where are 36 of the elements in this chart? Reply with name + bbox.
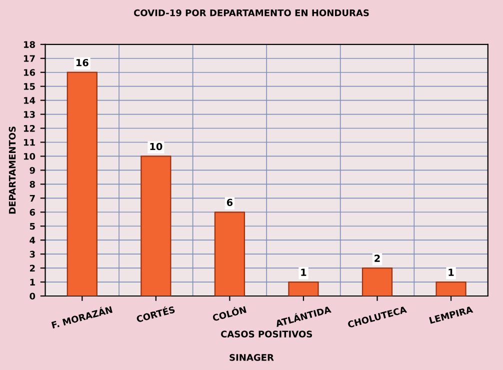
- bar: [362, 267, 393, 296]
- y-tick-label: 16: [24, 69, 36, 76]
- data-label: 6: [226, 198, 233, 206]
- y-tick-label: 14: [24, 97, 36, 104]
- y-tick-label: 1: [30, 278, 35, 286]
- y-tick-label: 17: [24, 55, 35, 62]
- data-label: 1: [301, 268, 306, 276]
- y-tick-label: 7: [30, 195, 35, 202]
- x-axis-title: CASOS POSITIVOS: [220, 330, 312, 338]
- bar: [140, 156, 172, 296]
- y-tick-label: 12: [24, 124, 35, 132]
- data-label: 10: [150, 142, 162, 150]
- bar: [66, 72, 98, 296]
- y-tick-label: 2: [30, 264, 35, 272]
- bar: [436, 281, 466, 296]
- y-tick-label: 8: [30, 180, 35, 188]
- y-tick-label: 3: [30, 250, 35, 258]
- y-tick-label: 0: [30, 292, 36, 300]
- bar: [288, 281, 319, 296]
- y-tick-label: 15: [24, 83, 35, 90]
- y-tick-label: 13: [24, 111, 35, 118]
- x-tick-label: COLÓN: [212, 304, 246, 322]
- y-tick-label: 11: [24, 139, 35, 146]
- data-label: 1: [448, 268, 454, 276]
- bar: [214, 212, 246, 296]
- chart-title: COVID-19 POR DEPARTAMENTO EN HONDURAS: [134, 9, 369, 16]
- y-tick-label: 9: [30, 166, 35, 174]
- data-label: 16: [76, 58, 88, 66]
- y-tick-label: 5: [30, 222, 35, 230]
- y-tick-label: 4: [30, 236, 36, 244]
- y-tick-label: 10: [24, 152, 36, 160]
- y-axis-title: DEPARTAMENTOS: [8, 126, 16, 214]
- data-label: 2: [374, 254, 380, 262]
- text: SINAGER: [230, 354, 274, 361]
- y-tick-label: 6: [30, 208, 36, 216]
- y-tick-label: 18: [24, 41, 35, 48]
